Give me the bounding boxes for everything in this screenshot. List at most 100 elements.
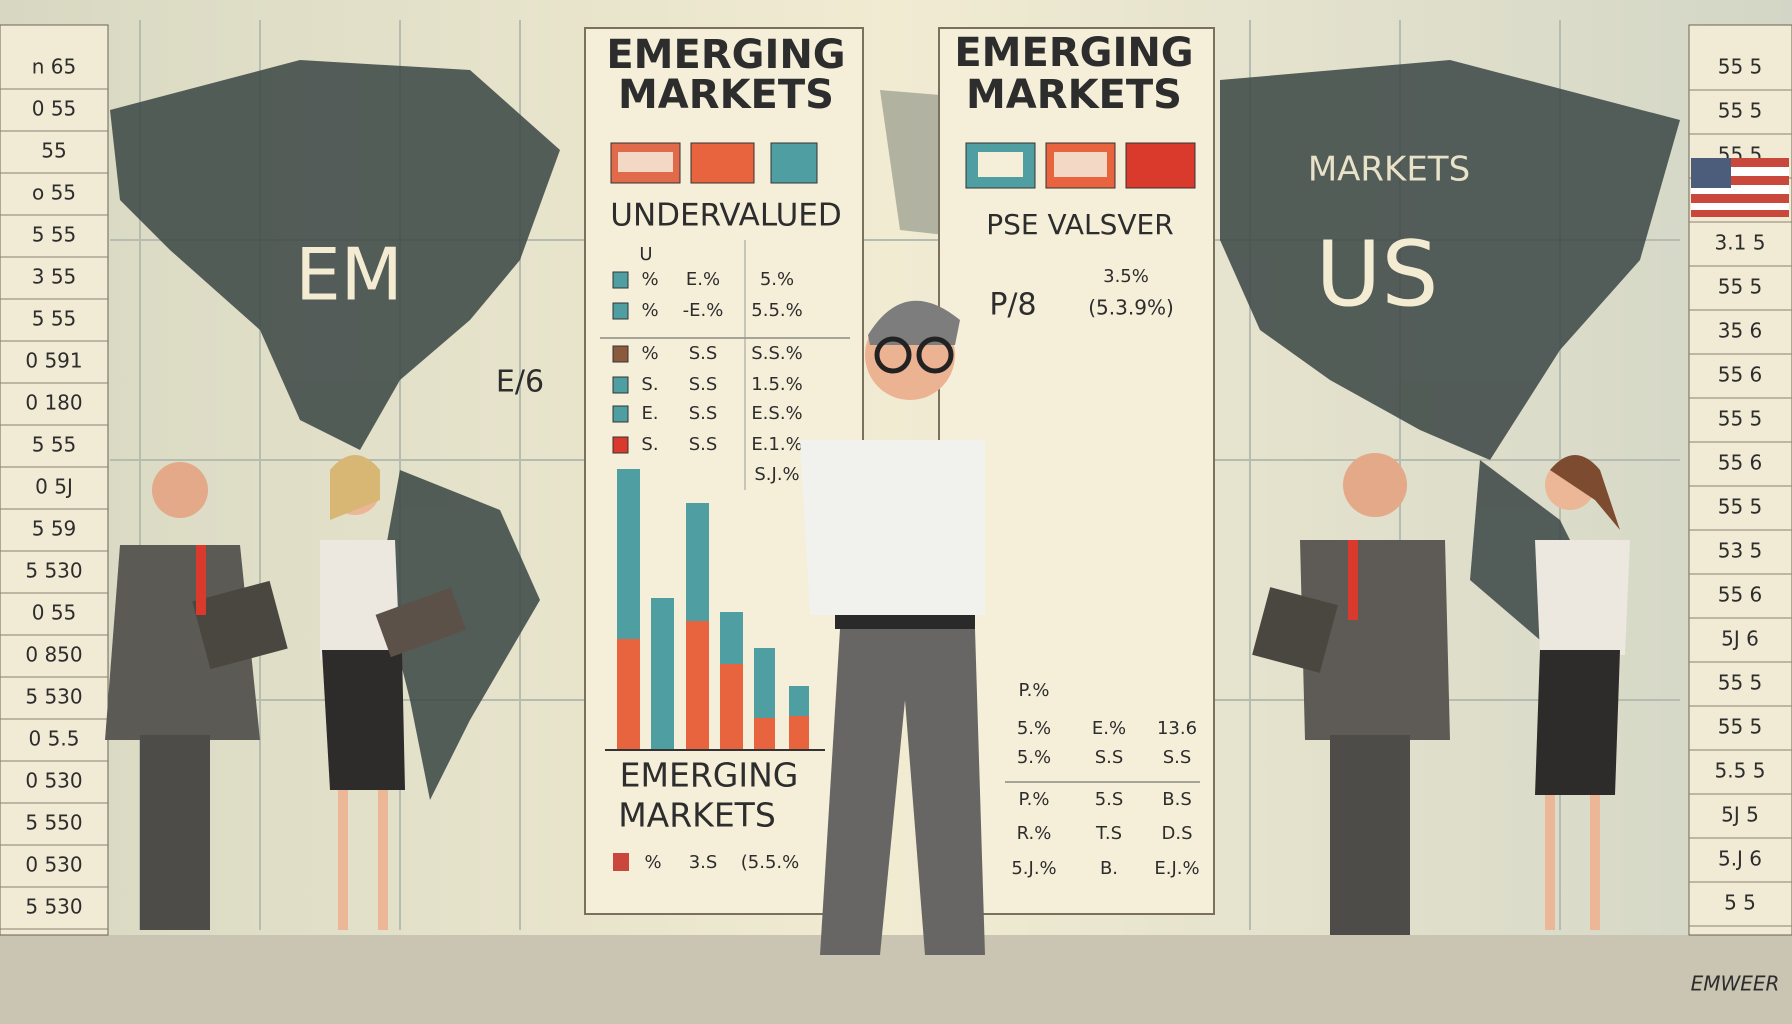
man-left [105,462,288,930]
ticker-value: 55 5 [1718,55,1763,79]
ticker-value: 55 5 [1718,275,1763,299]
table-cell: S.S [689,374,718,395]
table-cell: S.S [689,434,718,455]
map-label: E/6 [496,365,544,400]
swatch [612,271,629,289]
table-cell: E.% [1092,718,1126,739]
ticker-value: 3.1 5 [1715,231,1766,255]
map-label: EM [295,233,403,317]
ticker-value: 55 5 [1718,715,1763,739]
table-cell: 13.6 [1157,718,1197,739]
ticker-value: 5 55 [32,433,77,457]
board-footer: MARKETS [618,796,776,835]
signature: EMWEER [1691,972,1780,996]
table-cell: % [641,269,658,290]
table-cell: S.S [1095,747,1124,768]
ticker-value: 0 530 [25,853,82,877]
table-cell: 5.% [760,269,794,290]
ticker-value: 3 55 [32,265,77,289]
table-cell: 3.S [689,852,718,873]
left-ticker: n 65 0 55 55 o 55 5 55 3 55 5 55 0 591 0 180 5 55… [0,55,108,930]
table-cell: R.% [1017,823,1052,844]
ticker-value: 0 530 [25,769,82,793]
footer-row: % 3.S (5.5.% [644,852,799,873]
ticker-value: 0 180 [25,391,82,415]
board-title: EMERGING [606,32,845,78]
woman-right [1535,455,1630,930]
bar-illustration [605,469,825,751]
board-title: EMERGING [954,30,1193,76]
table-cell: E. [641,403,658,424]
map-label: US [1315,222,1438,327]
table-cell: % [641,300,658,321]
woman-left [320,455,467,930]
ticker-value: 55 6 [1718,363,1763,387]
table-cell: 5.% [1017,747,1051,768]
board-footer: EMERGING [620,756,799,795]
table-cell: S.S [689,343,718,364]
table-cell: T.S [1095,823,1122,844]
swatch [612,405,629,423]
ticker-value: 55 5 [1718,99,1763,123]
ticker-value: 53 5 [1718,539,1763,563]
ticker-value: 5 550 [25,811,82,835]
ticker-value: o 55 [32,181,76,205]
left-ticker-board [0,24,109,936]
ticker-value: 0 850 [25,643,82,667]
ticker-value: 0 5.5 [29,727,80,751]
man-center [800,300,985,955]
board-title: MARKETS [966,72,1182,118]
ticker-value: 55 6 [1718,583,1763,607]
table-cell: S. [641,434,658,455]
table-cell: B. [1100,858,1118,879]
swatch [612,436,629,454]
ticker-value: 35 6 [1718,319,1763,343]
ticker-value: 5J 6 [1721,627,1759,651]
table-cell: E.% [686,269,720,290]
ticker-value: 55 5 [1718,671,1763,695]
table-cell: S. [641,374,658,395]
swatch [612,302,629,320]
ticker-value: 55 6 [1718,451,1763,475]
left-table: % E.% 5.%% -E.% 5.5.%% S.S S.S.%S. S.S 1.5.%E. S.… [612,269,803,485]
table-cell: 5.J.% [1011,858,1056,879]
table-cell: -E.% [683,300,724,321]
table-cell: % [641,343,658,364]
table-label: P.% [1019,680,1050,701]
ticker-value: 5.5 5 [1715,759,1766,783]
ticker-value: 0 5J [35,475,73,499]
ticker-value: 5.J 6 [1718,847,1762,871]
ticker-value: 5 5 [1724,891,1756,915]
table-cell: E.1.% [751,434,802,455]
table-cell: B.S [1162,789,1192,810]
table-cell: 5.5.% [751,300,802,321]
map-label: MARKETS [1308,150,1470,190]
table-cell: % [644,852,661,873]
ticker-value: 5J 5 [1721,803,1759,827]
swatch [612,345,629,363]
table-cell: E.S.% [751,403,802,424]
us-flag [1691,158,1789,217]
ticker-value: 55 5 [1718,495,1763,519]
table-header: U [639,244,652,265]
table-cell: S.S.% [751,343,802,364]
table-cell: P.% [1019,789,1050,810]
ticker-value: 0 591 [25,349,82,373]
ticker-value: 55 [41,139,66,163]
ticker-value: 0 55 [32,97,77,121]
ticker-value: 5 530 [25,559,82,583]
ticker-value: n 65 [32,55,76,79]
ticker-value: 5 530 [25,895,82,919]
table-cell: 5.S [1095,789,1124,810]
ticker-value: 55 5 [1718,407,1763,431]
table-cell: S.J.% [754,464,799,485]
table-cell: E.J.% [1154,858,1199,879]
ticker-value: 5 55 [32,223,77,247]
table-cell: D.S [1161,823,1192,844]
swatch [612,376,629,394]
right-table: 5.% E.% 13.6 5.% S.S S.S P.% 5.S B.S R.% T.S D.S 5.J… [1011,718,1199,879]
ratio-label: P/8 [989,288,1036,323]
table-cell: S.S [689,403,718,424]
